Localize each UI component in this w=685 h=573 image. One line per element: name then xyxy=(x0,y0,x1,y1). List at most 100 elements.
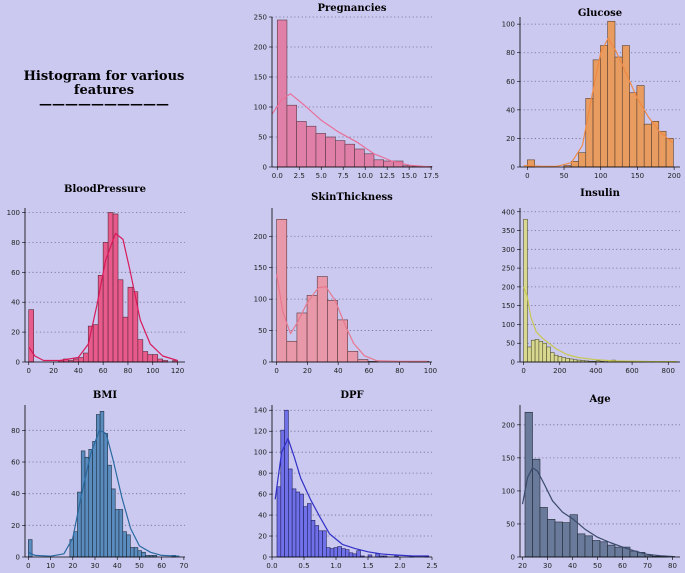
dpf-bar xyxy=(345,549,350,558)
age-bar xyxy=(539,507,548,558)
bloodpressure-bar xyxy=(117,279,124,363)
insulin-y-tick-label: 300 xyxy=(502,246,515,254)
bloodpressure-x-tick-label: 40 xyxy=(74,367,83,375)
bloodpressure-y-tick-label: 60 xyxy=(11,269,20,277)
bloodpressure-y-tick-label: 100 xyxy=(7,209,20,217)
age-y-tick-label: 50 xyxy=(506,520,515,528)
pregnancies-y-tick-label: 0 xyxy=(263,164,267,172)
bloodpressure-x-tick-label: 60 xyxy=(99,367,108,375)
insulin-x-tick-label: 400 xyxy=(589,367,602,375)
dpf-y-tick-label: 20 xyxy=(258,533,267,541)
skinthickness-bar xyxy=(286,340,298,363)
pregnancies-bar xyxy=(296,121,307,168)
glucose-x-tick-label: 0 xyxy=(525,172,529,180)
main-title-line1: Histogram for various xyxy=(24,69,185,84)
age-x-tick-label: 30 xyxy=(543,562,552,570)
skinthickness-y-tick-label: 200 xyxy=(254,233,267,241)
dpf-x-tick-label: 1.0 xyxy=(330,562,341,570)
insulin-bar xyxy=(527,346,532,363)
bmi-bar xyxy=(107,464,112,558)
insulin-y-tick-label: 200 xyxy=(502,283,515,291)
glucose-bar xyxy=(643,123,652,168)
chart-age: 0 50 100 150 200 20 30 40 50 60 70 80 Age xyxy=(502,394,680,570)
skinthickness-y-tick-label: 100 xyxy=(254,296,267,304)
bmi-x-tick-label: 30 xyxy=(91,562,100,570)
dpf-y-tick-label: 40 xyxy=(258,512,267,520)
bloodpressure-bar xyxy=(152,354,159,363)
age-bar xyxy=(599,541,608,558)
glucose-y-tick-label: 100 xyxy=(502,21,515,29)
dpf-bar xyxy=(337,546,342,558)
dpf-x-tick-label: 2.5 xyxy=(426,562,437,570)
dpf-bar xyxy=(352,553,357,558)
age-bar xyxy=(569,514,578,558)
bmi-bar xyxy=(133,547,139,558)
dpf-title: DPF xyxy=(340,390,363,401)
bmi-y-tick-label: 40 xyxy=(11,490,20,498)
age-y-tick-label: 100 xyxy=(502,487,515,495)
age-y-tick-label: 200 xyxy=(502,421,515,429)
dpf-bar xyxy=(375,553,380,558)
glucose-bar xyxy=(592,59,601,168)
bmi-bar xyxy=(137,550,142,558)
pregnancies-bar xyxy=(373,159,384,168)
bloodpressure-y-tick-label: 0 xyxy=(16,359,20,367)
bloodpressure-y-tick-label: 20 xyxy=(11,329,20,337)
dpf-bar xyxy=(276,486,282,558)
glucose-bar xyxy=(621,45,630,168)
skinthickness-x-tick-label: 80 xyxy=(395,367,404,375)
dpf-bar xyxy=(356,550,361,558)
skinthickness-bar xyxy=(316,276,328,363)
insulin-bar xyxy=(550,352,555,363)
insulin-y-tick-label: 100 xyxy=(502,321,515,329)
age-bar xyxy=(577,533,586,558)
pregnancies-y-tick-label: 250 xyxy=(254,14,267,22)
skinthickness-x-tick-label: 40 xyxy=(334,367,343,375)
dpf-bar xyxy=(299,493,304,558)
skinthickness-bar xyxy=(306,295,318,363)
dpf-bar xyxy=(333,547,339,558)
age-x-tick-label: 80 xyxy=(668,562,677,570)
pregnancies-bar xyxy=(344,143,355,168)
pregnancies-x-tick-label: 7.5 xyxy=(338,172,349,180)
bmi-bar xyxy=(111,488,116,558)
dpf-bar xyxy=(295,491,301,558)
insulin-title: Insulin xyxy=(580,188,620,199)
pregnancies-x-tick-label: 5.0 xyxy=(316,172,327,180)
bloodpressure-kde-line xyxy=(28,232,178,362)
bloodpressure-bar xyxy=(73,358,79,363)
pregnancies-y-tick-label: 50 xyxy=(258,134,267,142)
bloodpressure-bar xyxy=(92,324,99,363)
skinthickness-y-tick-label: 150 xyxy=(254,264,267,272)
dpf-bar xyxy=(303,506,308,558)
dpf-bar xyxy=(322,530,327,558)
bloodpressure-bar xyxy=(107,212,114,363)
insulin-x-tick-label: 200 xyxy=(553,367,566,375)
bloodpressure-bar xyxy=(78,357,84,363)
bmi-bar xyxy=(103,433,108,558)
pregnancies-x-tick-label: 17.5 xyxy=(423,172,439,180)
bloodpressure-bar xyxy=(82,352,89,363)
dpf-bar xyxy=(307,503,312,558)
bloodpressure-bar xyxy=(137,339,144,363)
glucose-bar xyxy=(629,92,638,168)
glucose-title: Glucose xyxy=(578,8,622,19)
dpf-bar xyxy=(318,530,323,558)
bmi-bar xyxy=(88,449,93,558)
pregnancies-bar xyxy=(354,148,365,168)
pregnancies-bar xyxy=(325,136,336,168)
bmi-bar xyxy=(99,411,105,558)
pregnancies-x-tick-label: 2.5 xyxy=(294,172,305,180)
skinthickness-kde-line xyxy=(276,273,428,362)
age-bar xyxy=(547,519,556,558)
dpf-y-tick-label: 0 xyxy=(263,554,267,562)
insulin-y-tick-label: 0 xyxy=(511,359,515,367)
pregnancies-bar xyxy=(305,125,317,168)
pregnancies-bar xyxy=(276,19,288,168)
main-title-underline: —————————— xyxy=(39,97,169,112)
bloodpressure-bar xyxy=(127,286,134,363)
bloodpressure-bar xyxy=(112,213,119,363)
age-bar xyxy=(592,540,601,558)
dpf-bar xyxy=(314,525,320,558)
